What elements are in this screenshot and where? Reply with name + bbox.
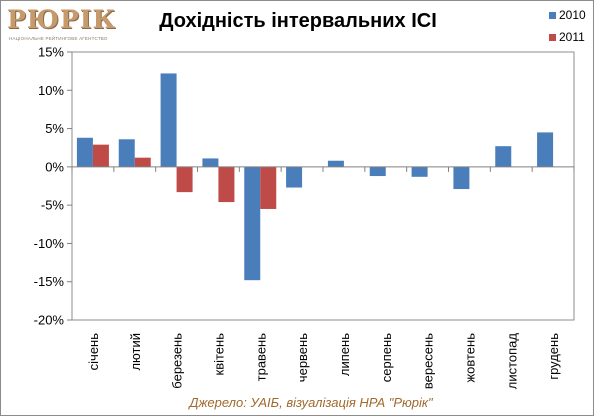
x-tick-label: червень [295, 333, 310, 382]
y-tick-label: 5% [45, 121, 64, 136]
y-tick-label: -10% [34, 236, 65, 251]
x-tick-label: вересень [421, 333, 436, 389]
bar-2010-1 [76, 137, 93, 167]
y-tick-label: -20% [34, 313, 65, 328]
bar-2010-5 [244, 166, 261, 281]
y-tick-label: 0% [45, 159, 64, 174]
bar-2011-4 [218, 166, 235, 203]
logo-tagline: НАЦІОНАЛЬНЕ РЕЙТИНГОВЕ АГЕНТСТВО [9, 36, 108, 41]
source-note: Джерело: УАІБ, візуалізація НРА "Рюрік" [189, 395, 433, 410]
y-tick-label: 10% [38, 83, 64, 98]
bar-2010-9 [411, 166, 428, 177]
x-tick-label: серпень [379, 333, 394, 382]
y-tick-label: 15% [38, 45, 64, 60]
chart-title: Дохідність інтервальних ІСІ [159, 10, 437, 32]
x-tick-label: жовтень [462, 333, 477, 383]
y-tick-label: -5% [41, 198, 65, 213]
legend-swatch-2011 [549, 34, 556, 41]
bar-2010-10 [453, 166, 470, 190]
x-tick-label: липень [337, 333, 352, 376]
x-tick-label: листопад [504, 333, 519, 390]
bar-2010-2 [118, 139, 135, 167]
bar-2010-3 [160, 73, 177, 167]
x-tick-label: січень [86, 333, 101, 371]
bar-2010-12 [537, 132, 554, 167]
bar-2010-6 [286, 166, 303, 188]
y-tick-label: -15% [34, 274, 65, 289]
bar-2010-11 [495, 146, 512, 167]
legend-swatch-2010 [549, 12, 556, 19]
bar-2010-8 [369, 166, 386, 177]
x-tick-label: березень [170, 333, 185, 389]
bar-2011-5 [260, 166, 277, 209]
bar-2010-7 [327, 160, 344, 167]
x-tick-label: грудень [546, 333, 561, 380]
legend-label-2010: 2010 [559, 8, 586, 22]
bar-2010-4 [202, 158, 219, 167]
bar-2011-3 [176, 166, 193, 193]
rurik-logo: РЮРІК НАЦІОНАЛЬНЕ РЕЙТИНГОВЕ АГЕНТСТВО [7, 5, 115, 47]
plot-area [71, 51, 575, 321]
x-tick-label: травень [253, 333, 268, 382]
logo-text: РЮРІК [7, 5, 117, 34]
x-tick-label: лютий [128, 333, 143, 371]
bar-2011-2 [134, 157, 151, 167]
x-tick-label: квітень [211, 333, 226, 376]
legend-label-2011: 2011 [559, 30, 585, 44]
bar-2011-1 [92, 144, 109, 167]
